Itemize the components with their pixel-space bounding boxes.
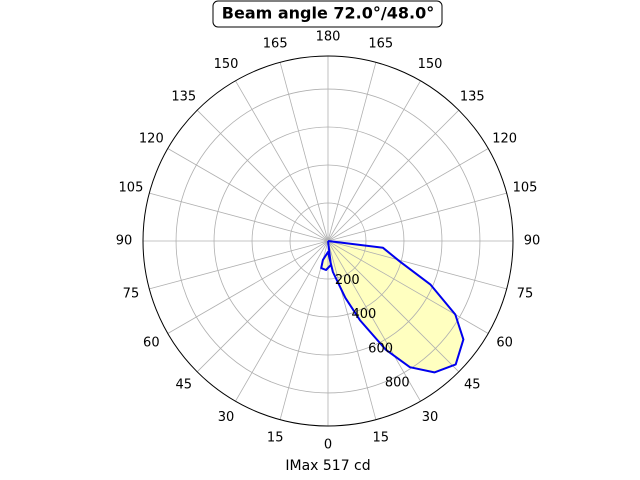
theta-grid-line <box>327 109 460 242</box>
theta-grid-line <box>235 240 329 402</box>
x-axis-label: IMax 517 cd <box>285 458 370 474</box>
theta-tick-label: 165 <box>368 36 393 51</box>
theta-tick-label: 105 <box>513 181 538 196</box>
theta-grid-line <box>327 240 377 420</box>
r-grid-line <box>289 202 367 280</box>
series-line <box>320 240 465 374</box>
theta-grid-line <box>279 240 329 420</box>
outer-ring <box>142 55 514 427</box>
r-grid-line <box>251 164 405 318</box>
theta-tick-label: 15 <box>267 431 284 446</box>
r-tick-label: 800 <box>385 375 410 390</box>
theta-tick-label: 135 <box>171 89 196 104</box>
theta-grid-line <box>167 148 329 242</box>
theta-tick-label: 15 <box>373 431 390 446</box>
theta-grid-line <box>327 62 377 242</box>
series-fill <box>321 241 464 373</box>
theta-tick-label: 120 <box>139 132 164 147</box>
theta-tick-label: 0 <box>324 438 332 453</box>
r-tick-label: 600 <box>368 341 393 356</box>
theta-tick-label: 105 <box>119 181 144 196</box>
r-tick-label: 200 <box>335 273 360 288</box>
theta-tick-label: 180 <box>316 30 341 45</box>
theta-grid-line <box>327 240 507 290</box>
theta-tick-label: 75 <box>517 286 534 301</box>
theta-grid-line <box>327 80 421 242</box>
title-box <box>212 0 443 28</box>
theta-tick-label: 75 <box>123 286 140 301</box>
theta-grid-line <box>327 148 489 242</box>
theta-tick-label: 30 <box>218 410 235 425</box>
theta-grid-line <box>327 240 421 402</box>
theta-tick-label: 165 <box>263 36 288 51</box>
theta-tick-label: 45 <box>464 378 481 393</box>
theta-tick-label: 135 <box>460 89 485 104</box>
theta-grid-line <box>235 80 329 242</box>
theta-tick-label: 60 <box>496 336 513 351</box>
theta-tick-label: 150 <box>418 57 443 72</box>
theta-grid-line <box>149 240 329 290</box>
theta-tick-label: 30 <box>422 410 439 425</box>
r-grid-line <box>213 126 443 356</box>
theta-tick-label: 45 <box>175 378 192 393</box>
theta-grid-line <box>327 240 489 334</box>
theta-grid-line <box>196 240 329 373</box>
theta-grid-line <box>279 62 329 242</box>
theta-tick-label: 90 <box>524 234 541 249</box>
theta-tick-label: 60 <box>143 336 160 351</box>
theta-tick-label: 150 <box>214 57 239 72</box>
theta-grid-line <box>149 192 329 242</box>
theta-grid-line <box>327 192 507 242</box>
chart-title: Beam angle 72.0°/48.0° <box>222 4 434 23</box>
theta-tick-label: 120 <box>492 132 517 147</box>
theta-grid-line <box>327 240 460 373</box>
r-tick-label: 400 <box>352 307 377 322</box>
theta-tick-label: 90 <box>116 234 133 249</box>
r-grid-line <box>175 88 481 394</box>
theta-grid-line <box>167 240 329 334</box>
theta-grid-line <box>196 109 329 242</box>
